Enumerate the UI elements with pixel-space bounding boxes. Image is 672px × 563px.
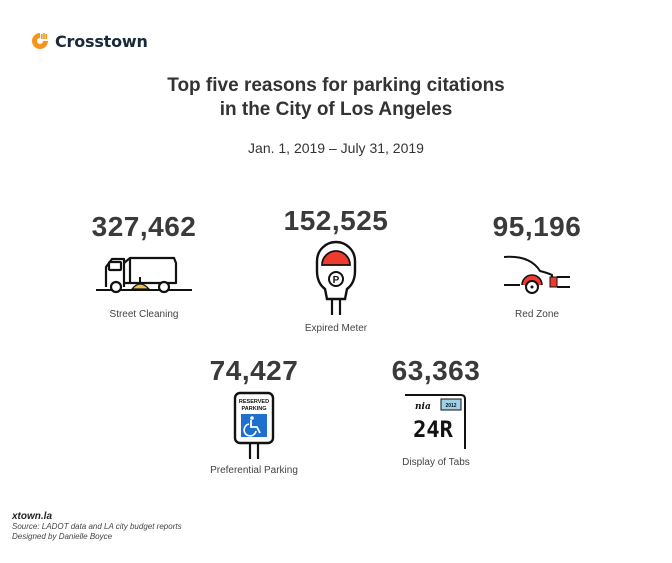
reason-red-zone: 95,196 Red Zone [457, 211, 617, 320]
page-title: Top five reasons for parking citations i… [0, 74, 672, 122]
crosstown-logo: Crosstown [30, 31, 148, 51]
svg-text:nia: nia [415, 402, 431, 412]
designer-credit: Designed by Danielle Boyce [12, 532, 113, 541]
reason-label: Red Zone [515, 309, 559, 320]
reason-label: Preferential Parking [210, 465, 298, 476]
title-line-1: Top five reasons for parking citations [167, 75, 505, 96]
parking-meter-icon: P [315, 240, 357, 315]
reason-label: Display of Tabs [402, 457, 470, 468]
crosstown-logo-icon [32, 33, 48, 49]
svg-text:P: P [333, 275, 340, 286]
svg-text:24R: 24R [413, 418, 453, 443]
brand-name: Crosstown [55, 31, 148, 51]
citation-count: 152,525 [283, 205, 389, 236]
license-plate-icon: nia 2012 24R [405, 394, 466, 449]
footer: xtown.la Source: LADOT data and LA city … [12, 511, 182, 542]
citation-count: 74,427 [209, 355, 299, 386]
svg-text:PARKING: PARKING [242, 406, 267, 412]
street-sweeper-icon [96, 256, 192, 294]
reason-label: Expired Meter [304, 323, 368, 334]
citation-count: 63,363 [391, 355, 481, 386]
site-link[interactable]: xtown.la [12, 511, 53, 522]
reason-label: Street Cleaning [109, 309, 179, 320]
source-note: Source: LADOT data and LA city budget re… [12, 522, 182, 531]
reason-preferential-parking: 74,427 RESERVED PARKING Preferential Par… [174, 355, 334, 476]
citation-count: 95,196 [492, 211, 582, 242]
reserved-parking-sign-icon: RESERVED PARKING [233, 391, 275, 459]
reason-street-cleaning: 327,462 Street Cleaning [64, 211, 224, 320]
car-red-curb-icon [503, 255, 570, 294]
reason-expired-meter: 152,525 P Expired Meter [256, 205, 416, 334]
svg-text:2012: 2012 [445, 403, 456, 409]
title-line-2: in the City of Los Angeles [219, 99, 453, 120]
citation-count: 327,462 [91, 211, 197, 242]
date-range: Jan. 1, 2019 – July 31, 2019 [248, 140, 424, 156]
reason-display-of-tabs: 63,363 nia 2012 24R Display of Tabs [356, 355, 516, 468]
svg-text:RESERVED: RESERVED [239, 399, 269, 405]
